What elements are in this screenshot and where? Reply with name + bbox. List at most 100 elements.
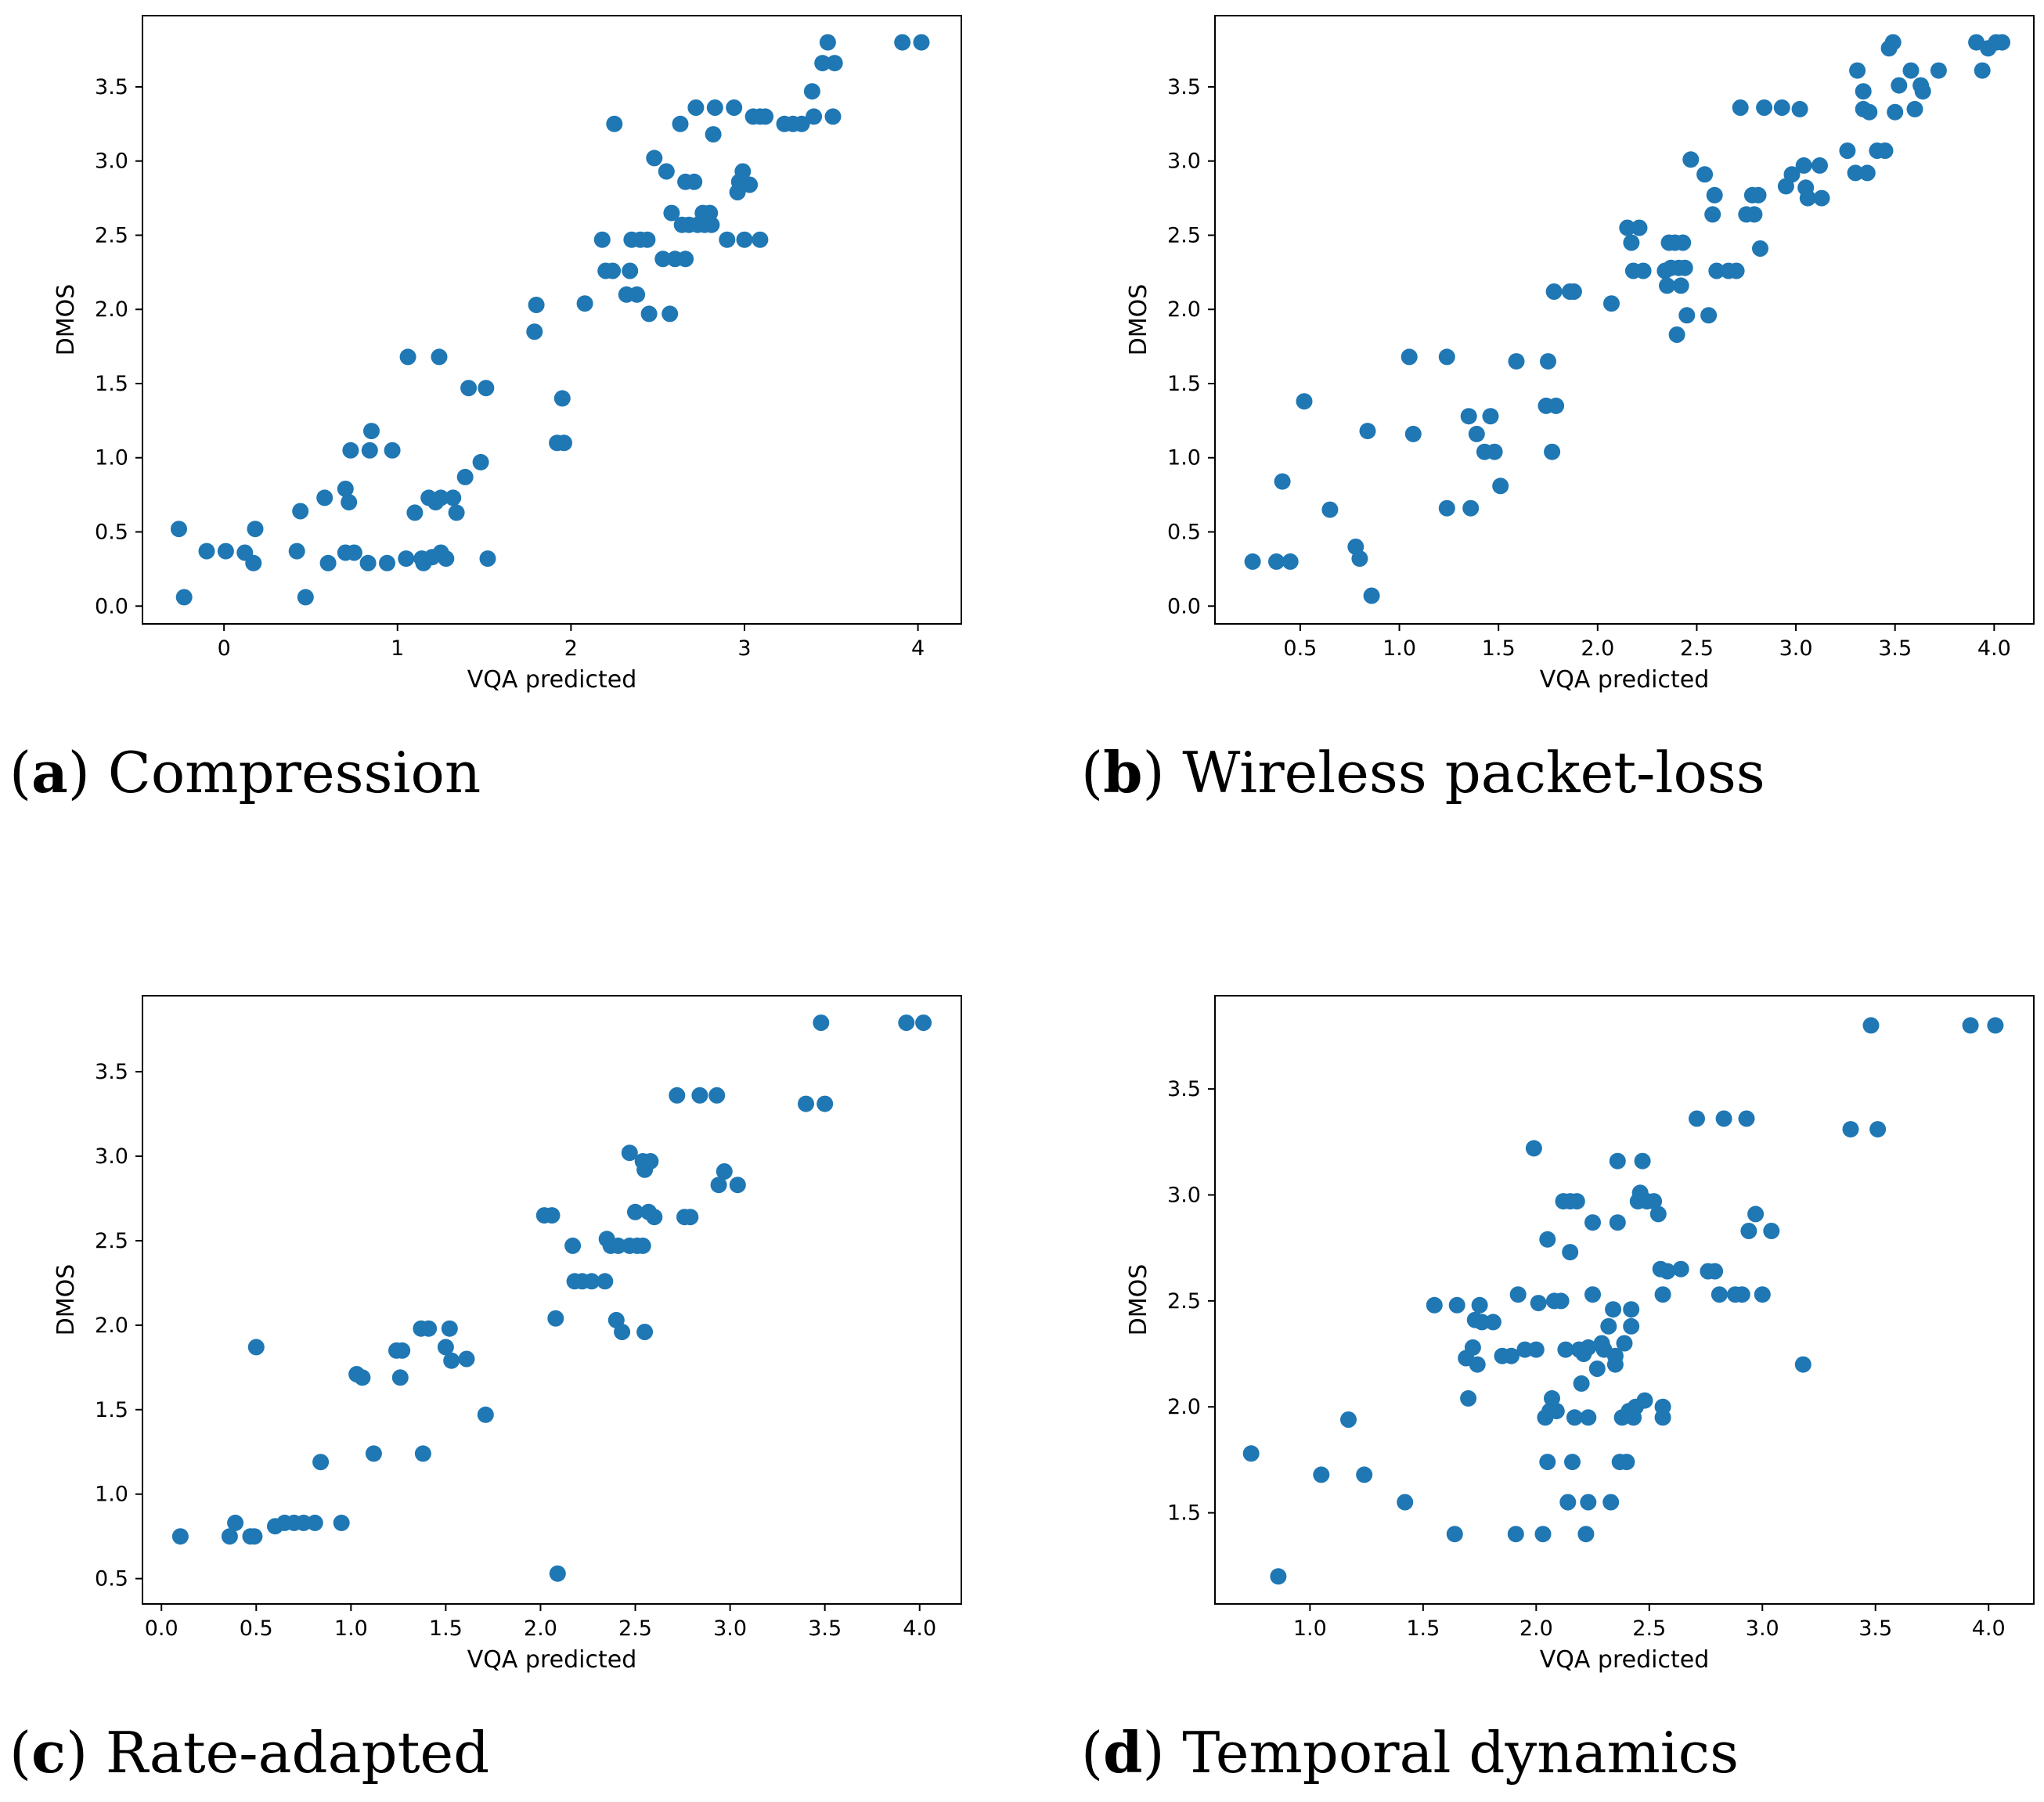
panel-a-point-41 [526,323,543,341]
panel-b-point-13 [1438,499,1455,517]
panel-b-point-65 [1795,157,1812,174]
panel-d-point-100 [1987,1017,2004,1034]
panel-b-point-33 [1631,219,1648,236]
panel-b-point-9 [1363,587,1380,604]
panel-a-caption-text: Compression [108,740,481,805]
panel-a-point-2 [198,542,215,560]
panel-b-points [1244,34,2010,604]
panel-c-point-29 [547,1310,564,1327]
panel-b-point-64 [1791,100,1808,117]
panel-d-point-95 [1794,1356,1811,1373]
panel-a-xtick-label-4: 4 [911,636,925,661]
panel-b-point-87 [1930,62,1947,79]
panel-a-point-46 [576,295,593,312]
panel-a-points [171,34,930,606]
panel-b-point-4 [1296,393,1313,410]
panel-d-point-96 [1842,1121,1859,1138]
panel-a-point-93 [806,108,823,125]
panel-d-point-91 [1740,1223,1757,1239]
panel-d-xtick-label-1: 1.5 [1406,1616,1440,1641]
panel-b-point-0 [1244,553,1261,570]
panel-a-point-83 [736,231,753,248]
panel-a-point-58 [646,150,663,167]
panel-b-point-1 [1268,553,1285,570]
panel-a-point-19 [363,423,380,440]
panel-d-point-7 [1446,1526,1463,1543]
panel-b-point-19 [1486,443,1503,460]
panel-d-point-90 [1738,1110,1755,1127]
panel-a-point-14 [341,494,358,511]
panel-a-point-5 [245,554,262,571]
panel-a-point-86 [752,231,769,248]
panel-a-ytick-label-0: 0.0 [95,594,128,618]
panel-a-point-10 [316,489,333,506]
panel-c-ytick-label-4: 2.5 [95,1229,128,1253]
panel-b-ytick-label-6: 3.0 [1167,150,1201,174]
panel-a-point-22 [398,550,415,568]
panel-b-point-71 [1847,164,1864,182]
panel-c-ytick-label-0: 0.5 [95,1567,128,1591]
panel-d-point-89 [1733,1286,1750,1303]
panel-a-point-49 [604,262,622,279]
panel-b-caption-letter: b [1103,739,1142,805]
panel-a-ytick-label-7: 3.5 [95,75,128,99]
panel-a-point-42 [528,297,545,313]
panel-c-point-21 [420,1320,438,1337]
panel-c-xtick-label-1: 0.5 [240,1616,273,1641]
panel-c-xtick-label-7: 3.5 [808,1616,842,1641]
panel-d-point-30 [1544,1389,1560,1407]
panel-d-point-82 [1672,1260,1689,1278]
panel-c-xlabel: VQA predicted [467,1646,637,1674]
panel-a-caption-letter: a [31,739,68,805]
panel-b-point-81 [1887,103,1904,121]
panel-b-point-80 [1884,34,1902,51]
panel-c-xtick-label-3: 1.5 [429,1616,463,1641]
panel-c-point-60 [798,1095,814,1112]
panel-b-point-46 [1682,151,1700,168]
panel-c-ytick-label-1: 1.0 [95,1483,128,1507]
panel-d-point-98 [1869,1121,1887,1138]
panel-b-point-3 [1282,553,1299,570]
panel-a-caption-close: ) [68,740,108,805]
panel-c-caption-text: Rate-adapted [106,1720,489,1786]
panel-b-point-18 [1482,408,1499,425]
panel-a-point-84 [741,176,759,193]
panel-b-point-10 [1401,348,1418,366]
panel-c-points [171,1015,932,1582]
panel-b-point-51 [1708,262,1725,279]
panel-a-point-33 [438,550,455,568]
panel-d-caption-text: Temporal dynamics [1182,1720,1739,1786]
panel-b-point-70 [1839,142,1856,159]
panel-c-point-1 [221,1528,238,1545]
panel-d-point-33 [1552,1292,1570,1310]
panel-a-point-12 [337,481,354,497]
panel-a-point-56 [639,231,656,248]
panel-a-point-88 [757,108,774,125]
panel-c-point-58 [716,1163,733,1180]
panel-b-xtick-label-1: 1.0 [1382,636,1416,661]
panel-a-ytick-label-6: 3.0 [95,150,128,174]
panel-a-point-7 [288,542,305,560]
panel-b-point-34 [1635,262,1652,279]
panel-c-point-15 [365,1445,382,1462]
panel-d-point-39 [1564,1454,1581,1471]
panel-b-caption-open: ( [1081,740,1103,805]
panel-b-point-15 [1462,499,1480,517]
panel-c-point-57 [710,1177,727,1194]
panel-b-ytick-label-3: 1.5 [1167,372,1201,396]
panel-a-point-66 [677,250,694,268]
panel-d-point-51 [1588,1361,1606,1377]
panel-d-caption-open: ( [1081,1720,1103,1786]
panel-a-point-52 [622,262,639,279]
panel-b-xtick-label-4: 2.5 [1680,636,1714,661]
panel-d-point-6 [1426,1296,1443,1314]
panel-c-point-34 [583,1273,600,1290]
panel-d-ytick-label-2: 2.5 [1167,1289,1201,1314]
panel-c-point-28 [543,1207,561,1224]
panel-c-point-25 [458,1350,475,1368]
panel-c-point-35 [597,1273,614,1290]
panel-c-point-40 [614,1324,631,1340]
panel-a-point-20 [379,554,395,571]
panel-b-point-47 [1696,166,1714,183]
panel-d-point-47 [1580,1409,1597,1426]
